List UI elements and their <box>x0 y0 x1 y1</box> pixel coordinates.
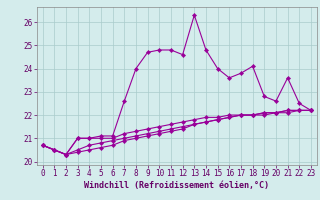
X-axis label: Windchill (Refroidissement éolien,°C): Windchill (Refroidissement éolien,°C) <box>84 181 269 190</box>
